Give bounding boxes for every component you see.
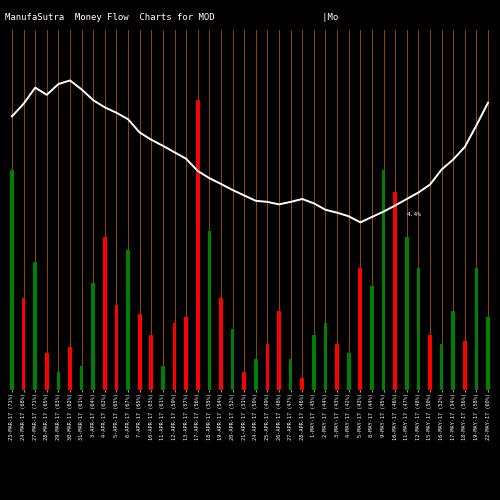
- Bar: [428, 335, 432, 390]
- Bar: [440, 344, 444, 390]
- Bar: [358, 268, 362, 390]
- Bar: [289, 360, 292, 390]
- Bar: [452, 310, 455, 390]
- Bar: [219, 298, 223, 390]
- Bar: [45, 354, 48, 390]
- Bar: [80, 366, 84, 390]
- Bar: [208, 232, 211, 390]
- Bar: [184, 317, 188, 390]
- Text: ManufaSutra  Money Flow  Charts for MOD                    |Mo                  : ManufaSutra Money Flow Charts for MOD |M…: [5, 12, 500, 22]
- Bar: [463, 341, 466, 390]
- Bar: [172, 323, 176, 390]
- Bar: [382, 170, 386, 390]
- Bar: [34, 262, 37, 390]
- Bar: [103, 238, 106, 390]
- Bar: [347, 354, 350, 390]
- Text: 4.4%: 4.4%: [407, 212, 422, 217]
- Bar: [196, 100, 200, 390]
- Bar: [370, 286, 374, 390]
- Bar: [486, 317, 490, 390]
- Bar: [324, 323, 328, 390]
- Bar: [22, 298, 26, 390]
- Bar: [266, 344, 270, 390]
- Bar: [277, 310, 281, 390]
- Bar: [405, 238, 408, 390]
- Bar: [138, 314, 141, 390]
- Bar: [335, 344, 339, 390]
- Bar: [126, 250, 130, 390]
- Bar: [230, 329, 234, 390]
- Bar: [254, 360, 258, 390]
- Bar: [161, 366, 165, 390]
- Bar: [312, 335, 316, 390]
- Bar: [416, 268, 420, 390]
- Bar: [474, 268, 478, 390]
- Bar: [68, 348, 72, 390]
- Bar: [150, 335, 153, 390]
- Bar: [394, 192, 397, 390]
- Bar: [114, 304, 118, 390]
- Bar: [300, 378, 304, 390]
- Bar: [92, 283, 95, 390]
- Bar: [56, 372, 60, 390]
- Bar: [10, 170, 14, 390]
- Bar: [242, 372, 246, 390]
